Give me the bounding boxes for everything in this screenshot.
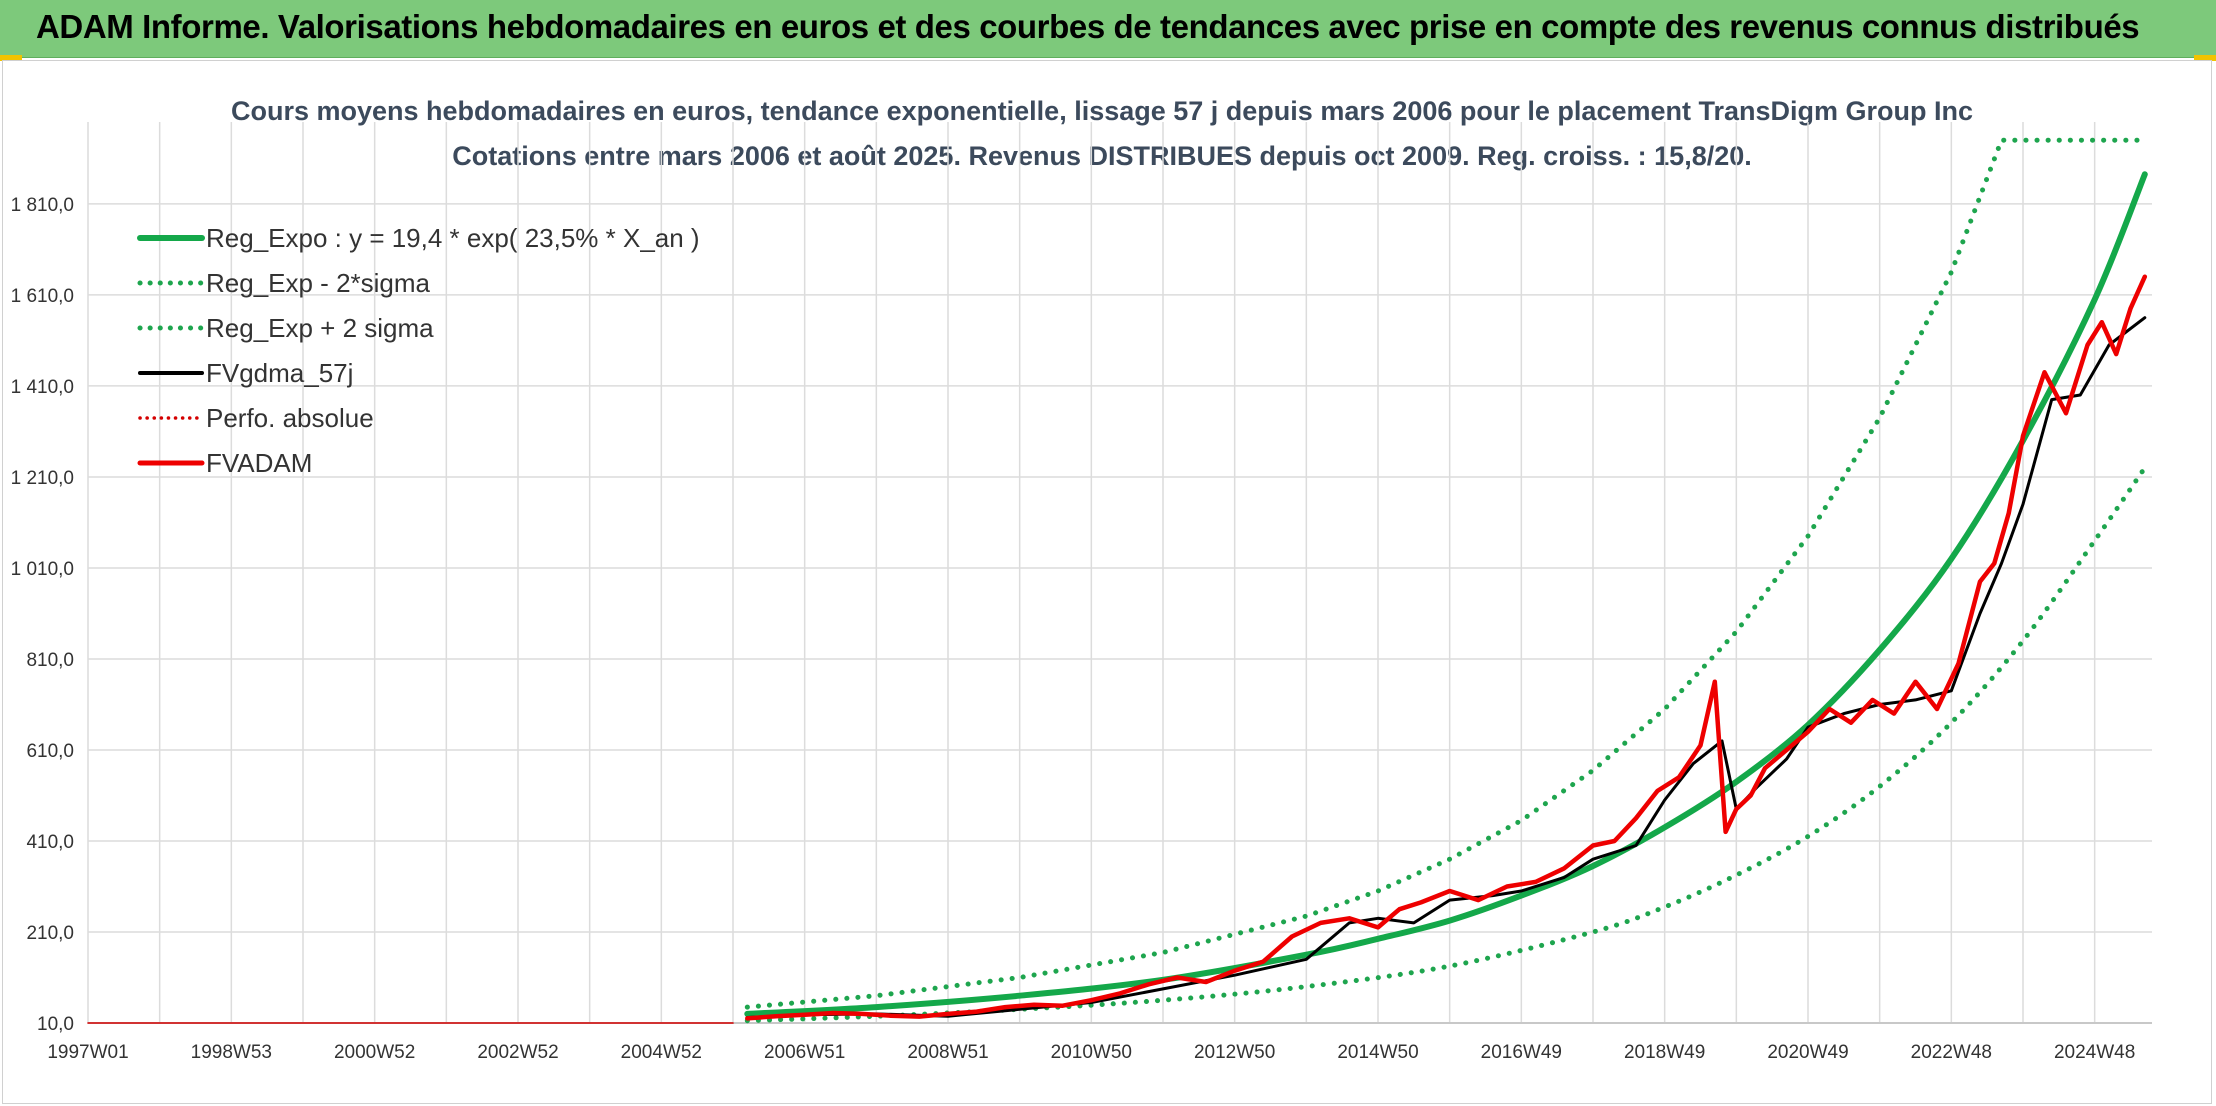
- y-tick-label: 1 410,0: [11, 377, 74, 398]
- legend-label: Reg_Exp + 2 sigma: [206, 313, 434, 343]
- x-tick-label: 2024W48: [2054, 1042, 2135, 1063]
- x-tick-label: 1997W01: [47, 1042, 128, 1063]
- legend-label: Reg_Expo : y = 19,4 * exp( 23,5% * X_an …: [206, 223, 700, 253]
- header-banner: ADAM Informe. Valorisations hebdomadaire…: [0, 0, 2216, 58]
- legend-entry-reg-expo: Reg_Expo : y = 19,4 * exp( 23,5% * X_an …: [137, 223, 700, 253]
- y-tick-label: 1 610,0: [11, 286, 74, 307]
- x-tick-label: 2000W52: [334, 1042, 415, 1063]
- series-reg-plus-sigma-line: [744, 137, 2148, 1010]
- x-tick-label: 2012W50: [1194, 1042, 1275, 1063]
- corner-accent-left: [0, 55, 22, 61]
- tick-layer: 10,0 210,0 410,0 610,0 810,0 1 010,0 1 210,0 1 …: [11, 195, 2136, 1063]
- y-tick-label: 1 810,0: [11, 195, 74, 216]
- y-tick-label: 610,0: [26, 741, 74, 762]
- x-tick-label: 2020W49: [1767, 1042, 1848, 1063]
- legend-entry-reg-plus-sigma: Reg_Exp + 2 sigma: [137, 313, 434, 343]
- series-reg-expo-line: [744, 171, 2148, 1017]
- y-tick-label: 1 210,0: [11, 468, 74, 489]
- x-tick-label: 2002W52: [477, 1042, 558, 1063]
- x-tick-label: 2014W50: [1337, 1042, 1418, 1063]
- y-tick-label: 1 010,0: [11, 559, 74, 580]
- x-tick-label: 2010W50: [1051, 1042, 1132, 1063]
- series-reg-minus-sigma-line: [744, 465, 2148, 1024]
- y-tick-label: 210,0: [26, 923, 74, 944]
- grid-layer: [87, 122, 2152, 1024]
- x-tick-label: 2022W48: [1911, 1042, 1992, 1063]
- banner-title: ADAM Informe. Valorisations hebdomadaire…: [36, 8, 2140, 45]
- legend-label: FVgdma_57j: [206, 358, 353, 388]
- series-fvgdma-line: [745, 316, 2147, 1019]
- legend-entry-fvgdma: FVgdma_57j: [138, 358, 353, 388]
- x-tick-label: 2004W52: [621, 1042, 702, 1063]
- corner-accent-right: [2194, 55, 2216, 61]
- legend-label: FVADAM: [206, 448, 312, 478]
- x-tick-label: 2008W51: [907, 1042, 988, 1063]
- series-fvadam-line: [745, 274, 2148, 1021]
- x-tick-label: 1998W53: [191, 1042, 272, 1063]
- y-tick-label: 10,0: [37, 1014, 74, 1035]
- legend: Reg_Expo : y = 19,4 * exp( 23,5% * X_an …: [137, 223, 700, 478]
- legend-entry-fvadam: FVADAM: [137, 448, 312, 478]
- x-tick-label: 2016W49: [1481, 1042, 1562, 1063]
- x-tick-label: 2018W49: [1624, 1042, 1705, 1063]
- legend-entry-perfo: Perfo. absolue: [138, 403, 374, 433]
- legend-label: Perfo. absolue: [206, 403, 374, 433]
- legend-label: Reg_Exp - 2*sigma: [206, 268, 431, 298]
- series-layer: [87, 137, 2148, 1024]
- chart-frame: [2, 60, 2212, 1104]
- y-tick-label: 410,0: [26, 832, 74, 853]
- x-tick-label: 2006W51: [764, 1042, 845, 1063]
- chart-subtitle: Cotations entre mars 2006 et août 2025. …: [452, 141, 1752, 171]
- legend-entry-reg-minus-sigma: Reg_Exp - 2*sigma: [137, 268, 431, 298]
- chart-title: Cours moyens hebdomadaires en euros, ten…: [231, 96, 1973, 126]
- y-tick-label: 810,0: [26, 650, 74, 671]
